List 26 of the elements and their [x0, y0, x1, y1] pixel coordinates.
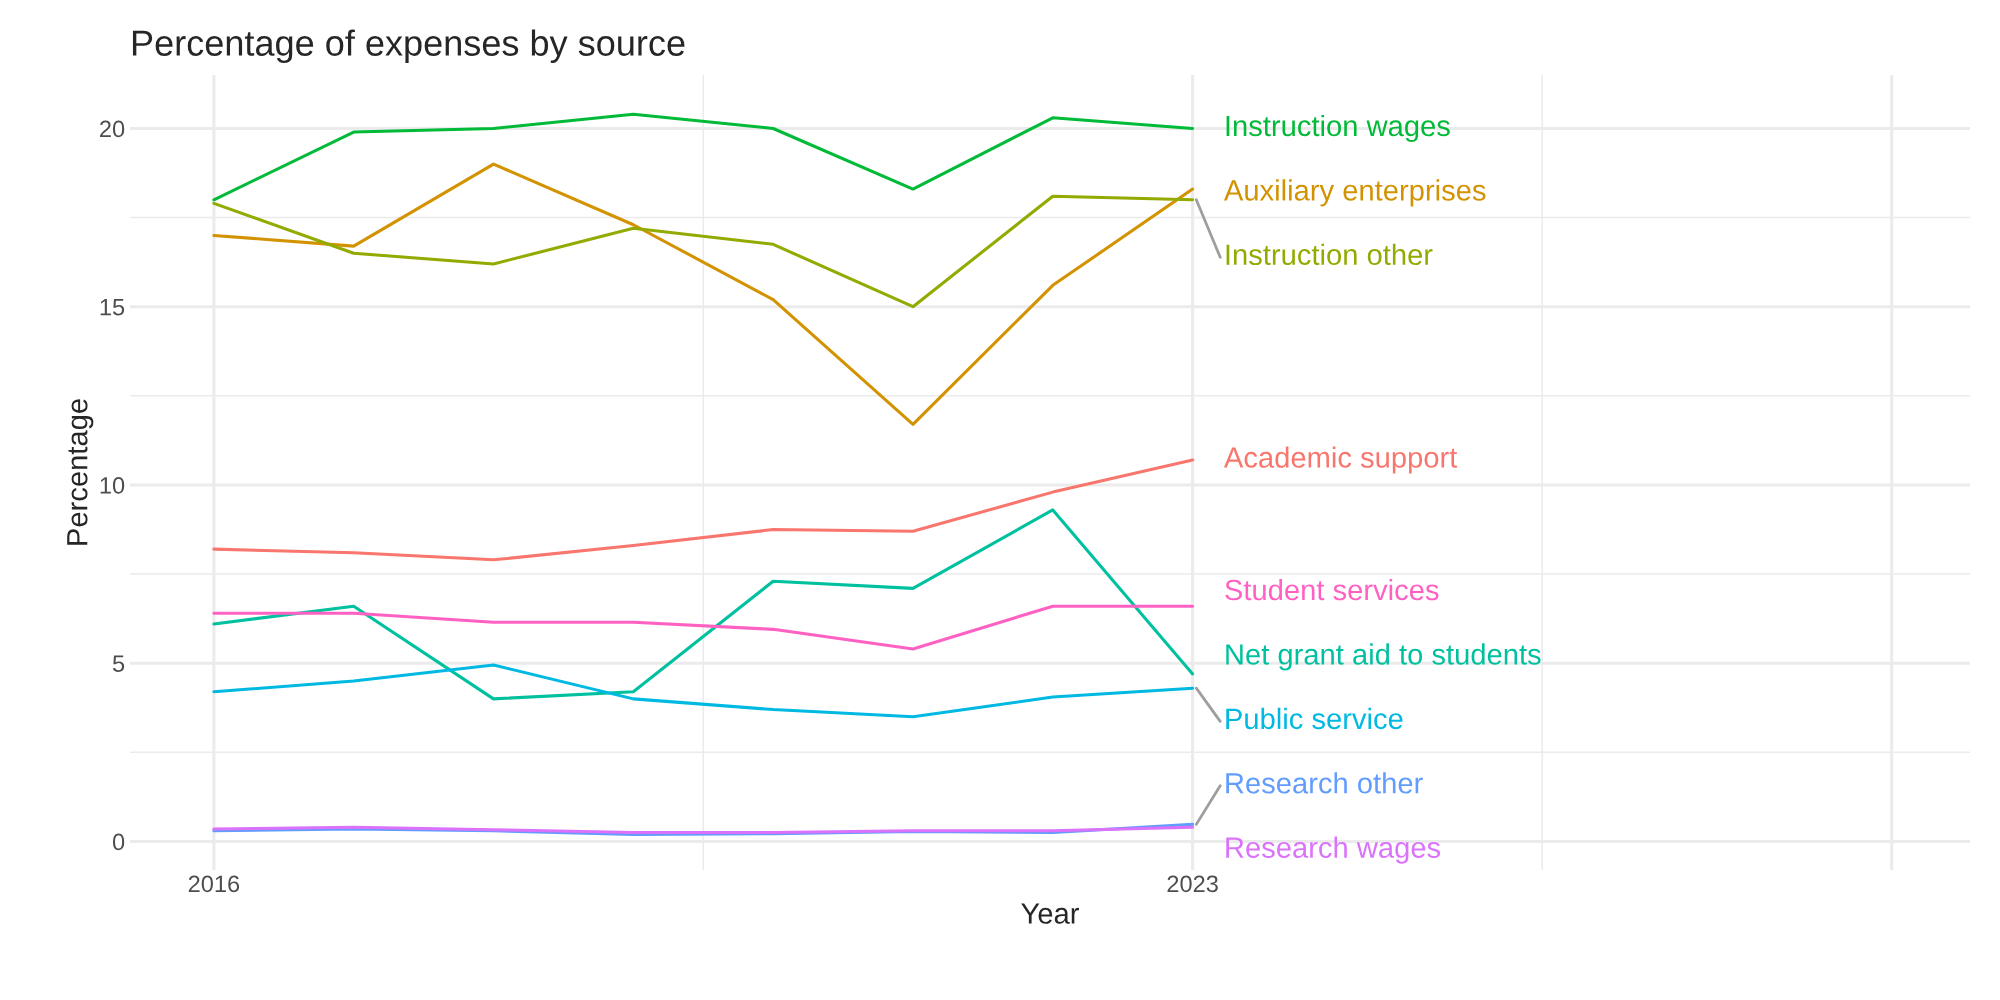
y-tick-label: 20 [100, 120, 125, 138]
series-label: Research other [1226, 772, 1423, 794]
y-axis-title: Percentage [67, 399, 94, 545]
line-series [212, 458, 1195, 562]
series-label: Public service [1226, 707, 1403, 730]
series-label: Instruction wages [1226, 114, 1450, 143]
line-series [212, 604, 1195, 651]
series-label: Research wages [1226, 836, 1441, 864]
line-series [212, 663, 1195, 719]
series-label: Academic support [1223, 446, 1458, 474]
line-series [212, 162, 1195, 426]
chart-title: Percentage of expenses by source [132, 29, 685, 64]
y-tick-label: 0 [112, 833, 125, 851]
line-series [212, 194, 1195, 309]
y-tick-label: 5 [112, 655, 125, 673]
x-tick-label: 2016 [188, 875, 240, 893]
x-tick-label: 2023 [1167, 875, 1218, 893]
line-series [212, 112, 1195, 202]
y-tick-label: 15 [100, 299, 125, 316]
series-label: Instruction other [1226, 243, 1433, 266]
x-axis-title: Year [1021, 903, 1079, 924]
y-tick-label: 10 [100, 477, 125, 494]
line-series [212, 508, 1195, 701]
series-label: Student services [1225, 578, 1439, 601]
series-label: Auxiliary enterprises [1223, 179, 1486, 207]
series-label: Net grant aid to students [1226, 643, 1541, 671]
